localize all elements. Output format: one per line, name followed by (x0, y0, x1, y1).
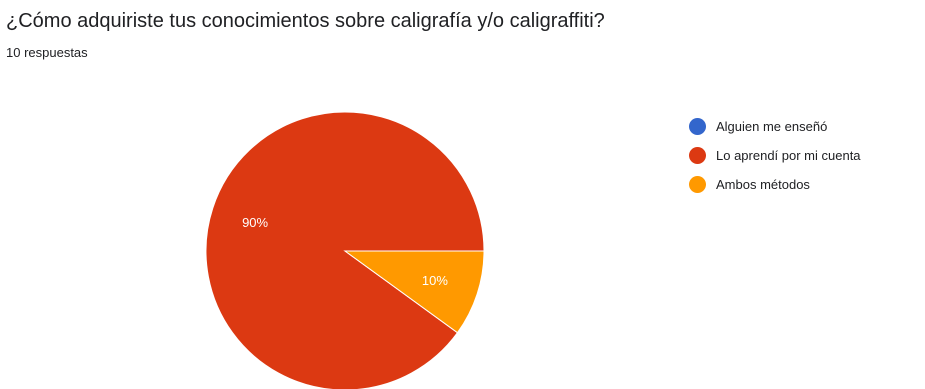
legend-label: Lo aprendí por mi cuenta (716, 148, 861, 163)
legend-label: Ambos métodos (716, 177, 810, 192)
legend-label: Alguien me enseñó (716, 119, 828, 134)
legend-item[interactable]: Lo aprendí por mi cuenta (689, 141, 861, 170)
response-count: 10 respuestas (6, 45, 88, 60)
slice-data-label: 90% (242, 215, 268, 230)
slice-data-label: 10% (422, 273, 448, 288)
chart-legend: Alguien me enseñó Lo aprendí por mi cuen… (689, 112, 861, 199)
legend-swatch (689, 118, 706, 135)
question-title: ¿Cómo adquiriste tus conocimientos sobre… (6, 10, 605, 32)
legend-swatch (689, 176, 706, 193)
legend-swatch (689, 147, 706, 164)
legend-item[interactable]: Ambos métodos (689, 170, 861, 199)
pie-slice[interactable] (343, 250, 485, 334)
legend-item[interactable]: Alguien me enseñó (689, 112, 861, 141)
